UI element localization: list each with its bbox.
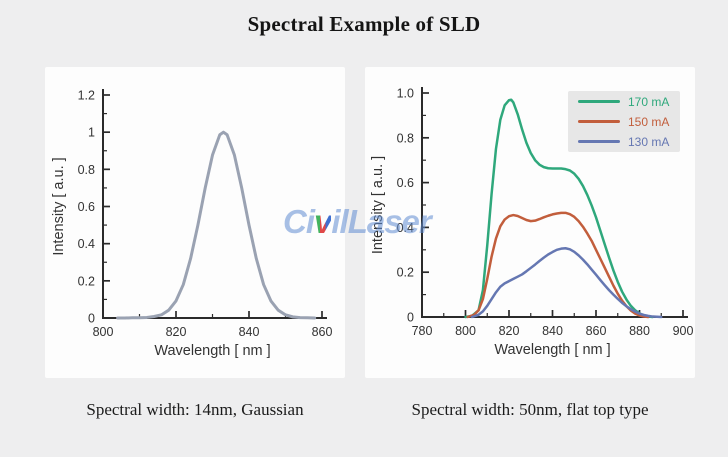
svg-text:0.6: 0.6 (397, 176, 414, 190)
legend-item-150ma: 150 mA (568, 113, 680, 130)
svg-text:1.2: 1.2 (78, 89, 95, 103)
legend-label-170ma: 170 mA (628, 94, 670, 109)
legend-line-130ma-icon (578, 140, 620, 143)
svg-text:820: 820 (499, 324, 520, 338)
svg-text:0: 0 (407, 311, 414, 325)
left-chart-caption: Spectral width: 14nm, Gaussian (86, 400, 304, 419)
svg-text:860: 860 (312, 325, 333, 339)
svg-text:0: 0 (88, 312, 95, 326)
left-chart: 800 820 840 860 0 0.2 0.4 0.6 0.8 1 1.2 Wavelength … (51, 89, 333, 360)
page-title: Spectral Example of SLD (247, 12, 481, 36)
svg-text:Wavelength [ nm ]: Wavelength [ nm ] (154, 343, 270, 359)
svg-text:0.8: 0.8 (78, 163, 95, 177)
legend-label-130ma: 130 mA (628, 134, 670, 149)
svg-text:840: 840 (239, 325, 260, 339)
legend: 170 mA 150 mA 130 mA (568, 91, 680, 152)
right-chart: 780 800 820 840 860 880 900 0 0.2 0.4 0.6 0.8 1.0 Wav… (370, 87, 694, 359)
legend-item-170ma: 170 mA (568, 93, 680, 110)
legend-line-170ma-icon (578, 100, 620, 103)
svg-text:1: 1 (88, 126, 95, 140)
svg-text:0.4: 0.4 (397, 221, 414, 235)
svg-text:Intensity [ a.u. ]: Intensity [ a.u. ] (370, 156, 386, 254)
right-chart-caption: Spectral width: 50nm, flat top type (411, 400, 649, 419)
svg-text:840: 840 (542, 324, 563, 338)
svg-text:0.2: 0.2 (78, 274, 95, 288)
svg-text:860: 860 (586, 324, 607, 338)
svg-text:1.0: 1.0 (397, 87, 414, 101)
svg-text:0.2: 0.2 (397, 266, 414, 280)
legend-line-150ma-icon (578, 120, 620, 123)
right-chart-panel: 780 800 820 840 860 880 900 0 0.2 0.4 0.6 0.8 1.0 Wav… (365, 67, 695, 378)
legend-item-130ma: 130 mA (568, 133, 680, 150)
svg-text:800: 800 (455, 324, 476, 338)
svg-text:Intensity [ a.u. ]: Intensity [ a.u. ] (51, 157, 67, 255)
svg-text:900: 900 (673, 324, 694, 338)
svg-text:0.6: 0.6 (78, 200, 95, 214)
svg-text:0.4: 0.4 (78, 237, 95, 251)
svg-text:820: 820 (166, 325, 187, 339)
svg-text:880: 880 (629, 324, 650, 338)
left-chart-panel: 800 820 840 860 0 0.2 0.4 0.6 0.8 1 1.2 Wavelength … (45, 67, 345, 378)
svg-text:Wavelength [ nm ]: Wavelength [ nm ] (494, 342, 610, 358)
svg-text:780: 780 (412, 324, 433, 338)
svg-text:0.8: 0.8 (397, 131, 414, 145)
legend-label-150ma: 150 mA (628, 114, 670, 129)
svg-text:800: 800 (93, 325, 114, 339)
